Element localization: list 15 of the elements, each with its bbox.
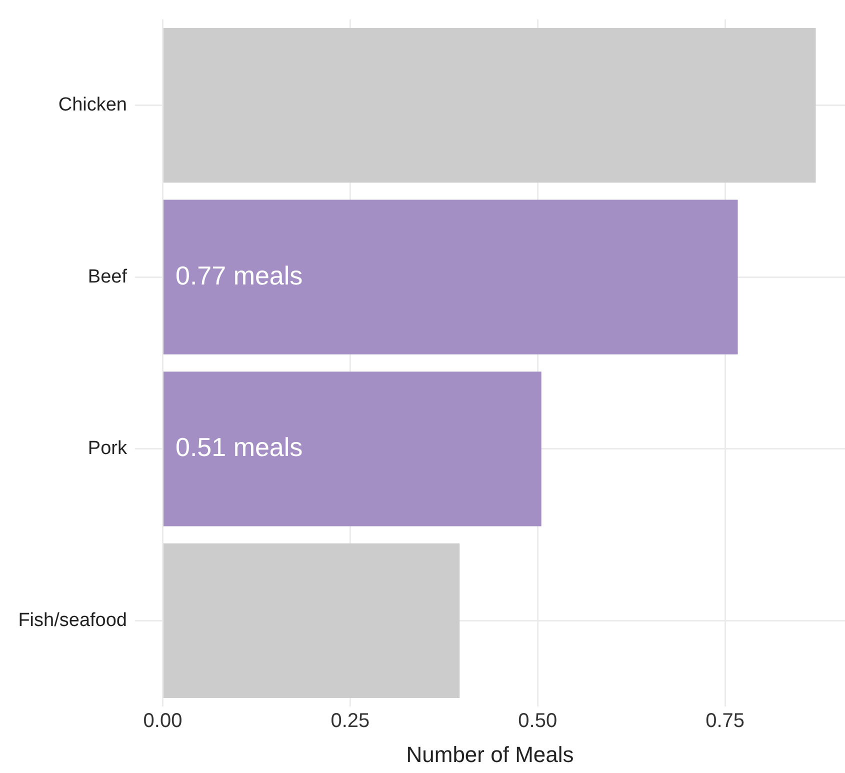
x-tick-label: 0.00 [143,710,182,732]
bar [163,200,738,354]
x-axis-title: Number of Meals [406,742,574,767]
y-tick-label: Beef [88,266,128,288]
y-tick-label: Fish/seafood [18,610,127,631]
bar [163,543,460,698]
x-tick-label: 0.25 [330,710,370,732]
data-label: 0.77 meals [175,260,303,290]
y-tick-label: Pork [88,438,128,460]
bar [163,372,542,526]
x-tick-label: 0.50 [518,710,558,732]
data-label: 0.51 meals [175,432,303,462]
y-tick-label: Chicken [58,94,127,116]
x-tick-label: 0.75 [706,710,745,732]
bar [163,28,816,183]
